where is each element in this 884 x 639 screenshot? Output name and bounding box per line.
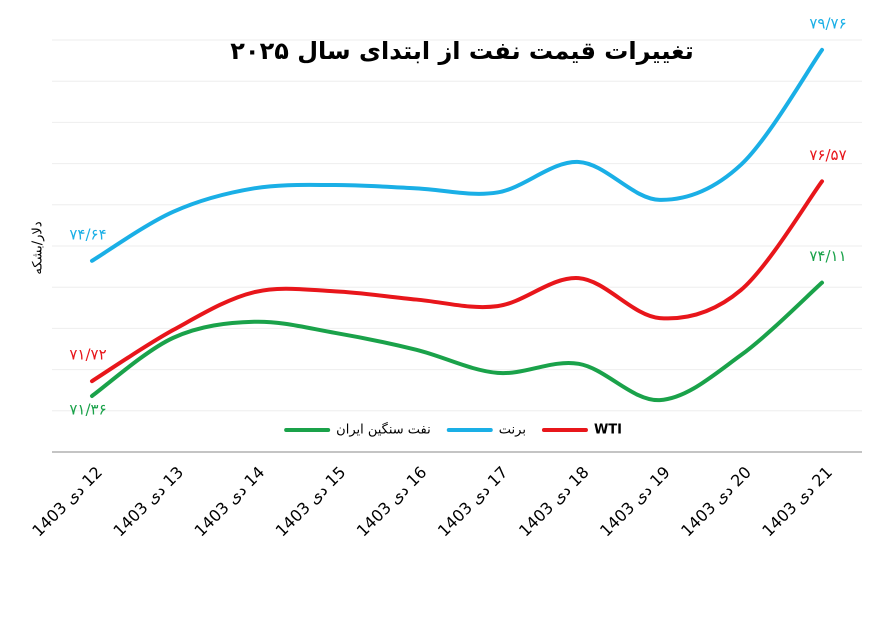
value-label: ۷۱/۳۶ <box>69 400 106 418</box>
x-tick-label: 12 دی 1403 <box>28 463 106 541</box>
x-tick-label: 15 دی 1403 <box>272 463 350 541</box>
value-label: ۷۹/۷۶ <box>809 14 846 32</box>
x-tick-label: 21 دی 1403 <box>758 463 836 541</box>
x-tick-label: 20 دی 1403 <box>677 463 755 541</box>
x-tick-label: 13 دی 1403 <box>109 463 187 541</box>
value-label: ۷۶/۵۷ <box>809 146 846 164</box>
value-label: ۷۴/۶۴ <box>69 225 106 243</box>
y-axis-label: دلار/بشکه <box>31 221 46 274</box>
legend-label: نفت سنگین ایران <box>336 422 431 438</box>
x-tick-label: 18 دی 1403 <box>515 463 593 541</box>
chart-title: تغییرات قیمت نفت از ابتدای سال ۲۰۲۵ <box>230 37 693 65</box>
line-series <box>90 179 824 384</box>
x-tick-label: 14 دی 1403 <box>191 463 269 541</box>
x-tick-label: 19 دی 1403 <box>596 463 674 541</box>
value-label: ۷۱/۷۲ <box>69 346 106 364</box>
line-series <box>90 280 824 403</box>
x-tick-label: 17 دی 1403 <box>434 463 512 541</box>
legend-label: برنت <box>499 423 526 438</box>
value-label: ۷۴/۱۱ <box>809 247 846 265</box>
line-series <box>90 47 824 263</box>
legend-label: WTI <box>594 423 622 438</box>
x-tick-label: 16 دی 1403 <box>353 463 431 541</box>
